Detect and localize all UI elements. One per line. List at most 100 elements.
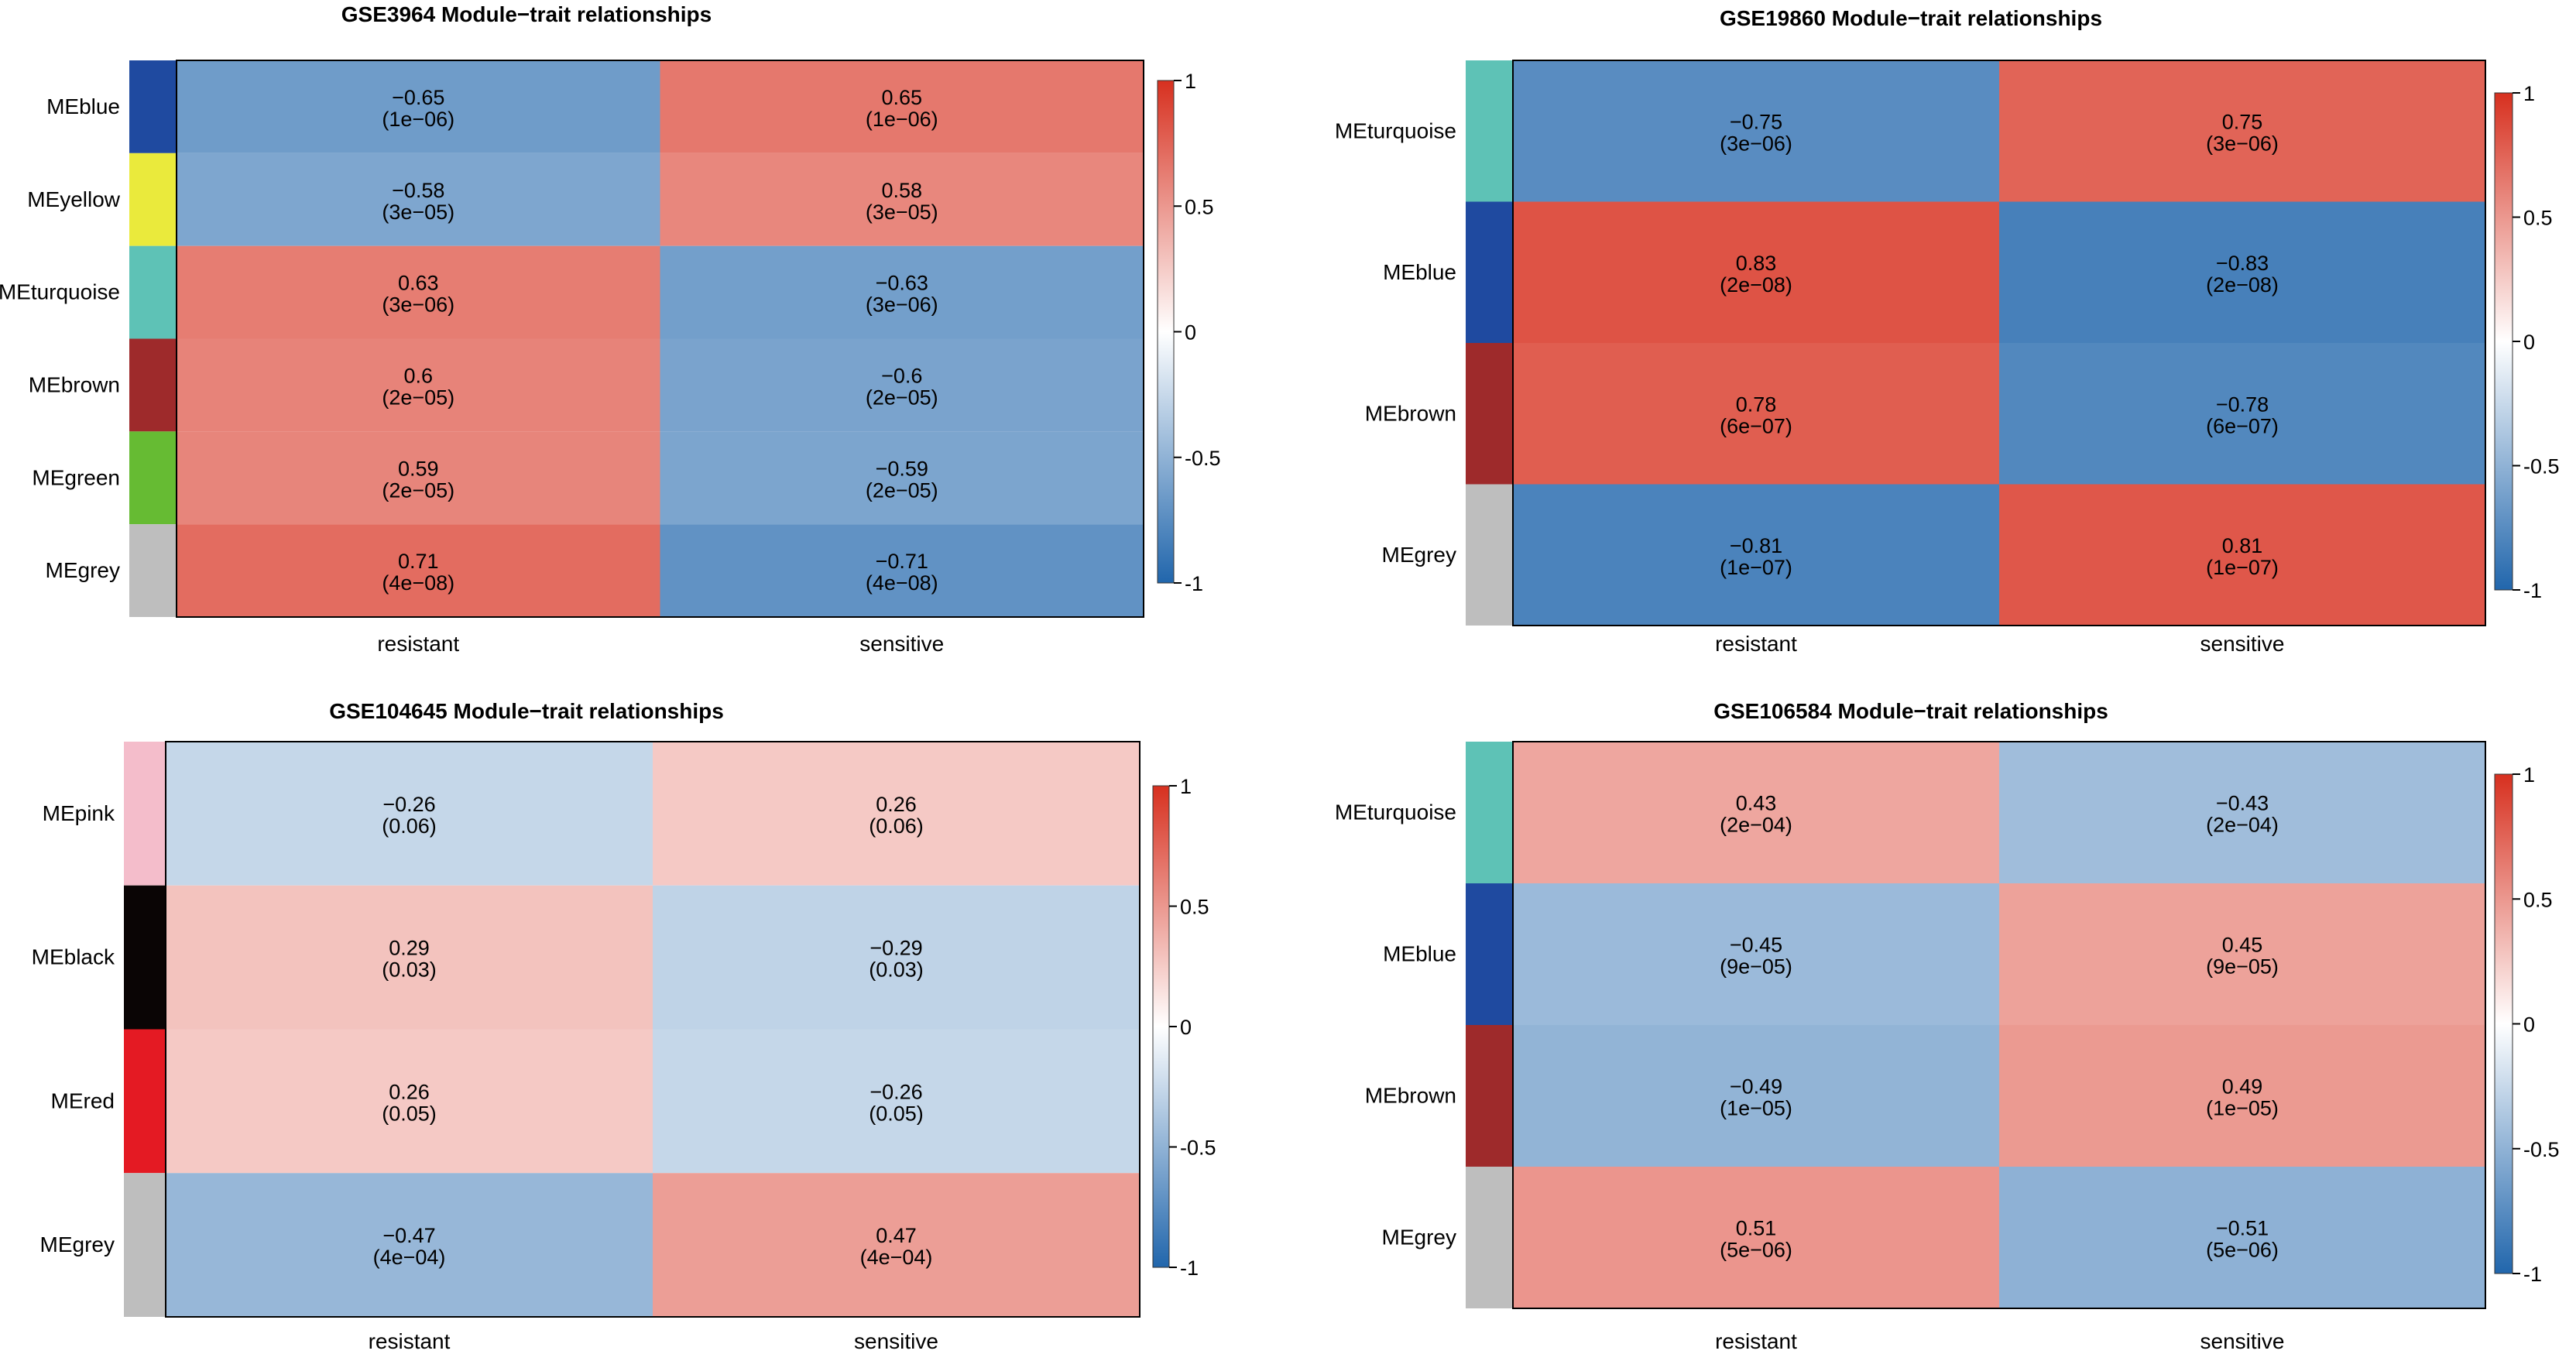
module-color-swatch <box>129 153 177 246</box>
cell-pvalue-label: (2e−04) <box>1720 814 1792 837</box>
heatmap-cell <box>660 60 1144 153</box>
cell-correlation-label: 0.65 <box>881 86 922 109</box>
cell-correlation-label: 0.83 <box>1736 252 1777 275</box>
heatmap-cell <box>166 742 653 886</box>
column-label: sensitive <box>854 1329 938 1353</box>
column-label: resistant <box>377 632 459 656</box>
heatmap-cell <box>653 1029 1140 1174</box>
colorbar-tick-label: -1 <box>2523 1263 2542 1286</box>
cell-correlation-label: 0.29 <box>389 937 430 960</box>
module-color-swatch <box>1466 883 1513 1025</box>
heatmap-cell <box>1513 60 1999 202</box>
module-color-swatch <box>1466 343 1513 485</box>
colorbar-tick-label: -0.5 <box>2523 455 2560 478</box>
cell-correlation-label: −0.59 <box>876 457 928 480</box>
heatmap-cell <box>177 338 660 432</box>
heatmap-cell <box>1999 484 2485 626</box>
heatmap-border <box>1512 60 2486 626</box>
heatmap-cell <box>177 245 660 339</box>
column-label: sensitive <box>859 632 944 656</box>
cell-pvalue-label: (1e−06) <box>866 108 938 131</box>
cell-correlation-label: −0.78 <box>2216 393 2269 416</box>
cell-pvalue-label: (2e−08) <box>2206 273 2279 297</box>
colorbar-tick-label: 1 <box>2523 763 2535 787</box>
cell-correlation-label: 0.26 <box>389 1080 430 1103</box>
cell-correlation-label: −0.26 <box>870 1080 922 1103</box>
cell-correlation-label: −0.26 <box>382 793 435 816</box>
heatmap-cell <box>653 1173 1140 1317</box>
cell-correlation-label: −0.45 <box>1730 934 1782 957</box>
cell-correlation-label: 0.63 <box>398 272 439 295</box>
cell-pvalue-label: (4e−04) <box>373 1246 446 1269</box>
heatmap-cell <box>660 338 1144 432</box>
colorbar <box>1157 80 1175 584</box>
heatmap-cell <box>1513 484 1999 626</box>
row-label: MEgreen <box>32 465 120 489</box>
colorbar-tick-label: -0.5 <box>2523 1138 2560 1161</box>
cell-correlation-label: 0.51 <box>1736 1217 1777 1240</box>
heatmap-cell <box>1999 1025 2485 1167</box>
colorbar <box>2494 92 2513 591</box>
colorbar-tick-label: 0 <box>2523 1013 2535 1037</box>
colorbar-tick-label: -0.5 <box>1185 447 1221 470</box>
heatmap-cell <box>1513 742 1999 883</box>
module-color-swatch <box>1466 201 1513 343</box>
heatmap-border <box>165 741 1141 1318</box>
heatmap-cell <box>177 524 660 617</box>
cell-pvalue-label: (0.05) <box>382 1102 437 1125</box>
heatmap-cell <box>660 524 1144 617</box>
module-color-swatch <box>1466 484 1513 626</box>
cell-pvalue-label: (1e−05) <box>1720 1097 1792 1120</box>
cell-pvalue-label: (2e−04) <box>2206 814 2279 837</box>
row-label: MEblack <box>32 945 115 969</box>
heatmap-border <box>176 60 1144 618</box>
cell-pvalue-label: (9e−05) <box>2206 955 2279 979</box>
heatmap-cell <box>166 1029 653 1174</box>
cell-pvalue-label: (3e−06) <box>2206 132 2279 155</box>
module-color-swatch <box>1466 60 1513 202</box>
cell-correlation-label: 0.71 <box>398 550 439 573</box>
row-label: MEblue <box>1383 260 1456 284</box>
cell-correlation-label: −0.43 <box>2216 792 2269 815</box>
column-label: sensitive <box>2200 632 2285 656</box>
cell-pvalue-label: (1e−06) <box>382 108 454 131</box>
cell-correlation-label: −0.75 <box>1730 110 1782 133</box>
row-label: MEgrey <box>1382 1226 1456 1250</box>
row-label: MEred <box>51 1088 115 1112</box>
column-label: resistant <box>369 1329 451 1353</box>
heatmap-cell <box>1513 201 1999 343</box>
heatmap-cell <box>1999 343 2485 485</box>
heatmap-cell <box>1999 1167 2485 1308</box>
cell-correlation-label: 0.78 <box>1736 393 1777 416</box>
heatmap-cell <box>660 245 1144 339</box>
cell-pvalue-label: (4e−08) <box>866 571 938 595</box>
cell-pvalue-label: (9e−05) <box>1720 955 1792 979</box>
chart-title: GSE19860 Module−trait relationships <box>1720 6 2102 30</box>
heatmap-cell <box>177 431 660 525</box>
chart-title: GSE106584 Module−trait relationships <box>1713 699 2108 723</box>
module-color-swatch <box>129 431 177 525</box>
row-label: MEturquoise <box>1335 800 1456 824</box>
cell-correlation-label: 0.58 <box>881 179 922 202</box>
row-label: MEyellow <box>27 187 121 211</box>
cell-correlation-label: −0.65 <box>392 86 444 109</box>
cell-pvalue-label: (6e−07) <box>1720 414 1792 437</box>
colorbar-tick-label: -0.5 <box>1180 1136 1216 1160</box>
row-label: MEbrown <box>1365 401 1456 425</box>
heatmap-cell <box>1999 883 2485 1025</box>
heatmap-cell <box>1513 883 1999 1025</box>
cell-correlation-label: −0.83 <box>2216 252 2269 275</box>
colorbar-tick-label: 0.5 <box>1185 195 1214 218</box>
colorbar-tick-label: 0 <box>1180 1016 1192 1039</box>
row-label: MEbrown <box>1365 1084 1456 1108</box>
cell-correlation-label: −0.71 <box>876 550 928 573</box>
cell-correlation-label: −0.29 <box>870 937 922 960</box>
heatmap-cell <box>166 1173 653 1317</box>
row-label: MEblue <box>1383 942 1456 966</box>
colorbar-tick-label: 1 <box>1180 775 1192 798</box>
row-label: MEbrown <box>29 372 120 396</box>
row-label: MEgrey <box>1382 543 1456 567</box>
column-label: sensitive <box>2200 1329 2285 1353</box>
module-color-swatch <box>129 60 177 153</box>
colorbar-tick-label: 1 <box>1185 70 1196 93</box>
